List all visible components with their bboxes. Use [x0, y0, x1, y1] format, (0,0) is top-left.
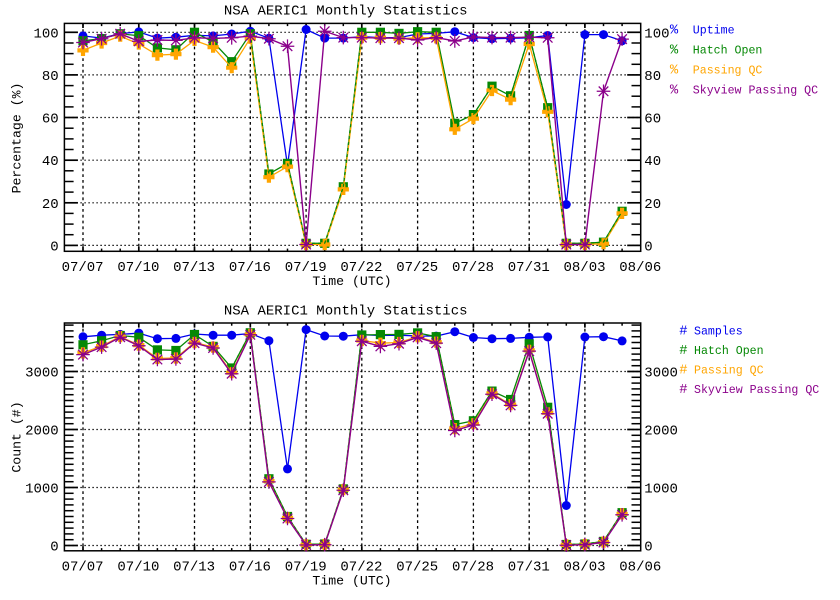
- svg-text:Time (UTC): Time (UTC): [312, 574, 391, 589]
- svg-text:%: %: [670, 44, 679, 59]
- svg-text:#: #: [679, 383, 687, 398]
- svg-text:100: 100: [644, 26, 669, 42]
- svg-text:07/31: 07/31: [508, 260, 550, 276]
- svg-text:60: 60: [42, 112, 59, 128]
- svg-text:07/22: 07/22: [340, 559, 382, 575]
- svg-text:20: 20: [42, 197, 59, 213]
- svg-text:0: 0: [644, 239, 652, 255]
- svg-text:Passing QC: Passing QC: [694, 365, 764, 378]
- svg-text:07/25: 07/25: [396, 559, 438, 575]
- svg-text:Time (UTC): Time (UTC): [312, 274, 391, 289]
- svg-text:08/03: 08/03: [563, 559, 605, 575]
- svg-text:Percentage (%): Percentage (%): [10, 83, 25, 194]
- svg-text:07/22: 07/22: [340, 260, 382, 276]
- svg-text:60: 60: [644, 112, 661, 128]
- svg-text:07/16: 07/16: [229, 260, 271, 276]
- svg-text:07/28: 07/28: [452, 260, 494, 276]
- svg-text:#: #: [679, 344, 687, 359]
- svg-text:Samples: Samples: [694, 325, 743, 338]
- svg-text:07/25: 07/25: [396, 260, 438, 276]
- svg-text:1000: 1000: [25, 482, 59, 498]
- svg-text:40: 40: [644, 154, 661, 170]
- svg-text:3000: 3000: [644, 366, 678, 382]
- svg-text:Skyview Passing QC: Skyview Passing QC: [694, 384, 819, 397]
- svg-text:%: %: [670, 24, 679, 39]
- svg-text:80: 80: [42, 69, 59, 85]
- svg-text:2000: 2000: [25, 424, 59, 440]
- svg-text:07/31: 07/31: [508, 559, 550, 575]
- svg-text:Passing QC: Passing QC: [693, 65, 763, 78]
- svg-text:0: 0: [50, 540, 58, 556]
- svg-text:40: 40: [42, 154, 59, 170]
- svg-text:07/16: 07/16: [229, 559, 271, 575]
- svg-text:08/06: 08/06: [619, 260, 661, 276]
- svg-text:08/06: 08/06: [619, 559, 661, 575]
- svg-text:07/10: 07/10: [117, 260, 159, 276]
- svg-text:07/13: 07/13: [173, 260, 215, 276]
- svg-text:#: #: [679, 364, 687, 379]
- svg-text:07/19: 07/19: [285, 559, 327, 575]
- svg-text:07/07: 07/07: [62, 559, 104, 575]
- svg-text:07/13: 07/13: [173, 559, 215, 575]
- svg-text:07/10: 07/10: [117, 559, 159, 575]
- svg-text:07/07: 07/07: [62, 260, 104, 276]
- svg-text:07/28: 07/28: [452, 559, 494, 575]
- svg-text:Uptime: Uptime: [693, 25, 735, 38]
- svg-text:3000: 3000: [25, 366, 59, 382]
- svg-text:NSA AERIC1 Monthly Statistics: NSA AERIC1 Monthly Statistics: [224, 4, 468, 20]
- svg-text:1000: 1000: [644, 482, 678, 498]
- svg-text:08/03: 08/03: [563, 260, 605, 276]
- svg-text:Hatch Open: Hatch Open: [694, 345, 764, 358]
- svg-text:NSA AERIC1 Monthly Statistics: NSA AERIC1 Monthly Statistics: [224, 303, 468, 319]
- svg-text:100: 100: [33, 26, 58, 42]
- svg-text:Skyview Passing QC: Skyview Passing QC: [693, 85, 818, 98]
- svg-text:Hatch Open: Hatch Open: [693, 45, 763, 58]
- svg-text:80: 80: [644, 69, 661, 85]
- svg-text:%: %: [670, 64, 679, 79]
- svg-text:07/19: 07/19: [285, 260, 327, 276]
- svg-text:#: #: [679, 324, 687, 339]
- svg-text:Count (#): Count (#): [10, 401, 25, 472]
- svg-text:2000: 2000: [644, 424, 678, 440]
- svg-text:20: 20: [644, 197, 661, 213]
- svg-text:%: %: [670, 84, 679, 99]
- svg-text:0: 0: [644, 540, 652, 556]
- svg-text:0: 0: [50, 239, 58, 255]
